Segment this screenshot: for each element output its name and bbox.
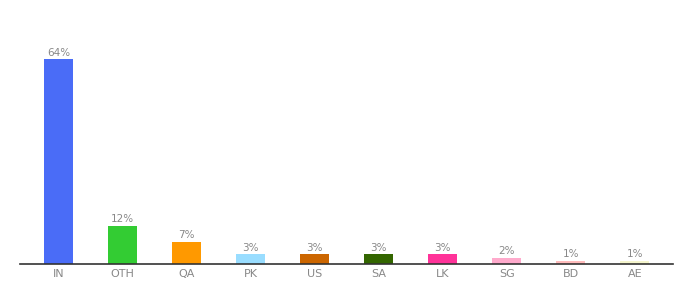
Bar bbox=[301, 254, 329, 264]
Bar bbox=[108, 226, 137, 264]
Text: 12%: 12% bbox=[112, 214, 135, 224]
Bar bbox=[492, 258, 521, 264]
Text: 3%: 3% bbox=[243, 243, 259, 253]
Bar bbox=[173, 242, 201, 264]
Text: 1%: 1% bbox=[626, 249, 643, 259]
Text: 1%: 1% bbox=[562, 249, 579, 259]
Bar bbox=[237, 254, 265, 264]
Text: 2%: 2% bbox=[498, 246, 515, 256]
Bar bbox=[44, 59, 73, 264]
Text: 3%: 3% bbox=[435, 243, 451, 253]
Text: 64%: 64% bbox=[47, 48, 70, 58]
Text: 7%: 7% bbox=[179, 230, 195, 240]
Text: 3%: 3% bbox=[307, 243, 323, 253]
Bar bbox=[364, 254, 393, 264]
Bar bbox=[428, 254, 457, 264]
Text: 3%: 3% bbox=[371, 243, 387, 253]
Bar bbox=[556, 261, 585, 264]
Bar bbox=[620, 261, 649, 264]
